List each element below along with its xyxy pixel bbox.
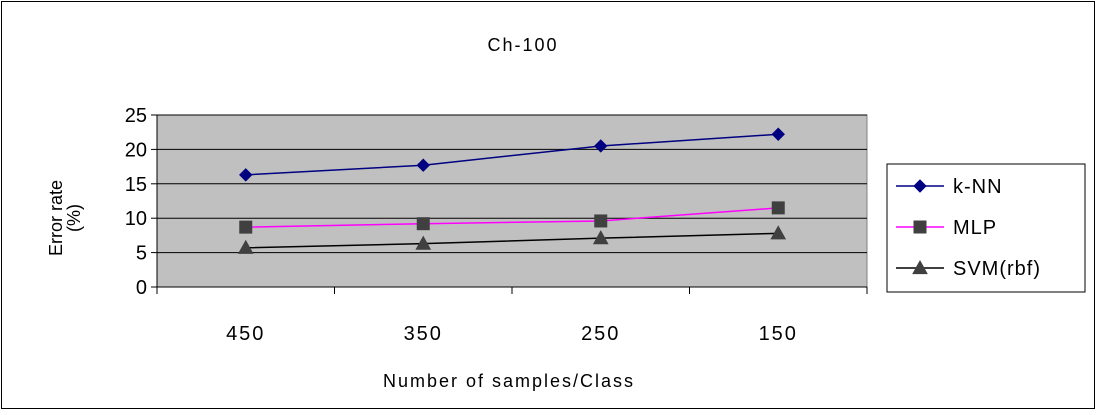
legend-marker [913,220,927,234]
series-line-SVM(rbf) [245,232,779,249]
plot-area [156,114,868,288]
x-axis-label: Number of samples/Class [383,371,635,391]
legend-item-SVM(rbf): SVM(rbf) [896,258,1041,280]
data-point-MLP-450 [239,220,253,234]
y-tick-label: 10 [125,208,147,230]
y-tick-label: 5 [136,243,147,265]
x-tick-label-450: 450 [226,323,265,345]
legend-label: MLP [953,217,997,239]
legend-item-MLP: MLP [896,217,997,239]
y-axis-label-line2: (%) [64,204,84,232]
legend-marker [913,179,927,193]
y-tick-label: 25 [125,105,147,127]
series-layer [237,127,787,254]
data-point-k-NN-250 [594,139,608,153]
y-axis-label-line1: Error rate [46,180,66,256]
data-point-MLP-350 [416,217,430,231]
legend-item-k-NN: k-NN [896,176,1003,198]
data-point-k-NN-150 [771,127,785,141]
data-point-MLP-150 [771,201,785,215]
legend-label: k-NN [953,176,1003,198]
data-point-MLP-250 [594,214,608,228]
x-tick-label-150: 150 [759,323,798,345]
x-tick-label-350: 350 [404,323,443,345]
legend: k-NN MLP SVM(rbf) [896,176,1041,280]
x-tick-label-250: 250 [581,323,620,345]
grid-lines [157,114,867,254]
data-point-k-NN-450 [239,168,253,182]
data-point-SVM(rbf)-350 [415,235,432,250]
series-MLP [239,201,785,234]
data-point-SVM(rbf)-150 [770,225,787,240]
y-tick-label: 20 [125,139,147,161]
series-SVM(rbf) [237,225,787,254]
chart-title: Ch-100 [487,35,558,55]
legend-label: SVM(rbf) [953,258,1041,280]
data-point-SVM(rbf)-450 [237,239,254,254]
series-line-k-NN [245,133,779,176]
axes: 0 5 10 15 20 25 450 350 250 150 [125,105,868,345]
y-tick-label: 15 [125,174,147,196]
data-point-k-NN-350 [416,158,430,172]
legend-marker [912,259,928,275]
series-line-MLP [245,207,779,228]
data-point-SVM(rbf)-250 [592,230,609,245]
series-k-NN [239,127,785,182]
y-tick-label: 0 [136,277,147,299]
